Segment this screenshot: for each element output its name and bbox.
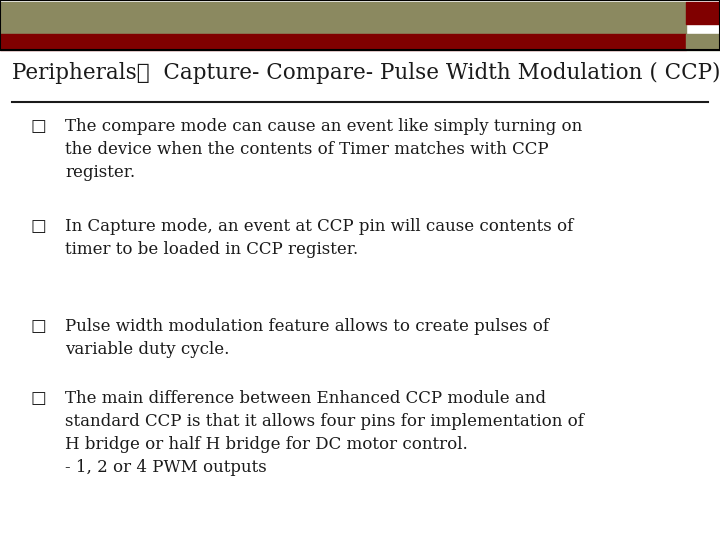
Text: □: □ bbox=[30, 218, 46, 235]
Text: The compare mode can cause an event like simply turning on
the device when the c: The compare mode can cause an event like… bbox=[65, 118, 582, 181]
Text: The main difference between Enhanced CCP module and
standard CCP is that it allo: The main difference between Enhanced CCP… bbox=[65, 390, 584, 476]
Bar bbox=[686, 34, 720, 50]
Text: □: □ bbox=[30, 318, 46, 335]
Text: Pulse width modulation feature allows to create pulses of
variable duty cycle.: Pulse width modulation feature allows to… bbox=[65, 318, 549, 358]
Bar bbox=[0, 0, 720, 50]
Bar bbox=[686, 2, 720, 24]
Text: In Capture mode, an event at CCP pin will cause contents of
timer to be loaded i: In Capture mode, an event at CCP pin wil… bbox=[65, 218, 573, 258]
Bar bbox=[0, 34, 686, 50]
Text: □: □ bbox=[30, 390, 46, 407]
Text: □: □ bbox=[30, 118, 46, 135]
Text: Peripherals˸  Capture- Compare- Pulse Width Modulation ( CCP): Peripherals˸ Capture- Compare- Pulse Wid… bbox=[12, 62, 720, 84]
Bar bbox=[0, 2, 686, 34]
